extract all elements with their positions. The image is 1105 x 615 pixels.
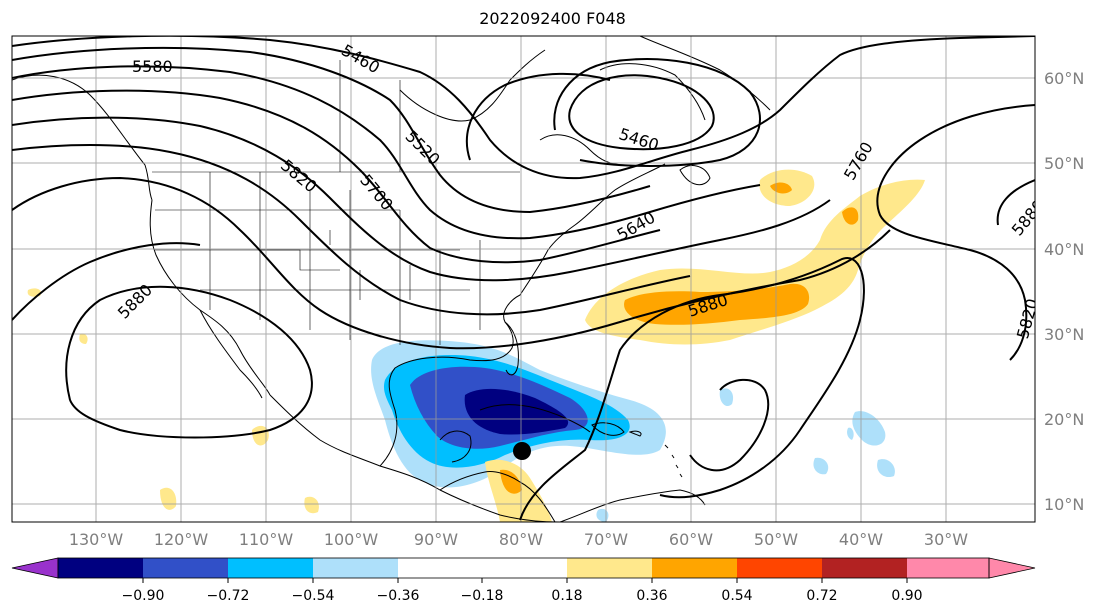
lat-label: 20°N bbox=[1044, 410, 1084, 429]
state-borders bbox=[152, 60, 520, 345]
lon-label: 60°W bbox=[669, 530, 713, 549]
lon-label: 110°W bbox=[239, 530, 294, 549]
colorbar-bin bbox=[398, 558, 567, 578]
lon-label: 120°W bbox=[154, 530, 209, 549]
negative-region-core bbox=[464, 388, 569, 435]
colorbar-tick-label: 0.36 bbox=[636, 588, 667, 604]
lon-axis-labels: 130°W 120°W 110°W 100°W 90°W 80°W 70°W 6… bbox=[69, 530, 968, 549]
colorbar-tick-label: 0.90 bbox=[891, 588, 922, 604]
colorbar-tick-label: 0.72 bbox=[806, 588, 837, 604]
lat-label: 50°N bbox=[1044, 154, 1084, 173]
lon-label: 130°W bbox=[69, 530, 124, 549]
lat-label: 60°N bbox=[1044, 69, 1084, 88]
colorbar-tick-label: −0.18 bbox=[461, 588, 504, 604]
lon-label: 70°W bbox=[584, 530, 628, 549]
colorbar-tick-label: −0.90 bbox=[122, 588, 165, 604]
lon-label: 100°W bbox=[324, 530, 379, 549]
colorbar-bin bbox=[228, 558, 313, 578]
colorbar: −0.90 −0.72 −0.54 −0.36 −0.18 0.18 0.36 … bbox=[11, 557, 1036, 604]
colorbar-tick-label: −0.36 bbox=[377, 588, 420, 604]
colorbar-tick-label: 0.18 bbox=[551, 588, 582, 604]
colorbar-tick-label: −0.54 bbox=[292, 588, 335, 604]
colorbar-tick-label: −0.72 bbox=[207, 588, 250, 604]
colorbar-bin bbox=[822, 558, 907, 578]
lon-label: 90°W bbox=[414, 530, 458, 549]
colorbar-bin bbox=[143, 558, 228, 578]
map-frame bbox=[11, 35, 1036, 523]
colorbar-bin bbox=[737, 558, 822, 578]
height-contours bbox=[12, 36, 1035, 521]
lon-label: 80°W bbox=[499, 530, 543, 549]
colorbar-tick-label: 0.54 bbox=[721, 588, 752, 604]
anomaly-shading bbox=[27, 169, 925, 522]
map-title: 2022092400 F048 bbox=[479, 9, 626, 28]
colorbar-bin bbox=[907, 558, 989, 578]
lon-label: 40°W bbox=[839, 530, 883, 549]
lon-label: 30°W bbox=[924, 530, 968, 549]
lon-label: 50°W bbox=[754, 530, 798, 549]
lat-label: 40°N bbox=[1044, 240, 1084, 259]
lat-label: 30°N bbox=[1044, 325, 1084, 344]
gridlines bbox=[12, 36, 1035, 522]
colorbar-under-triangle bbox=[11, 557, 59, 579]
positive-band-strong bbox=[624, 283, 810, 325]
colorbar-bin bbox=[567, 558, 652, 578]
colorbar-bin bbox=[313, 558, 398, 578]
colorbar-bin bbox=[58, 558, 143, 578]
location-marker bbox=[513, 442, 531, 460]
contour-label: 5580 bbox=[132, 57, 173, 76]
colorbar-bin bbox=[652, 558, 737, 578]
lat-label: 10°N bbox=[1044, 495, 1084, 514]
colorbar-over-triangle bbox=[988, 557, 1036, 579]
lat-axis-labels: 60°N 50°N 40°N 30°N 20°N 10°N bbox=[1044, 69, 1084, 514]
